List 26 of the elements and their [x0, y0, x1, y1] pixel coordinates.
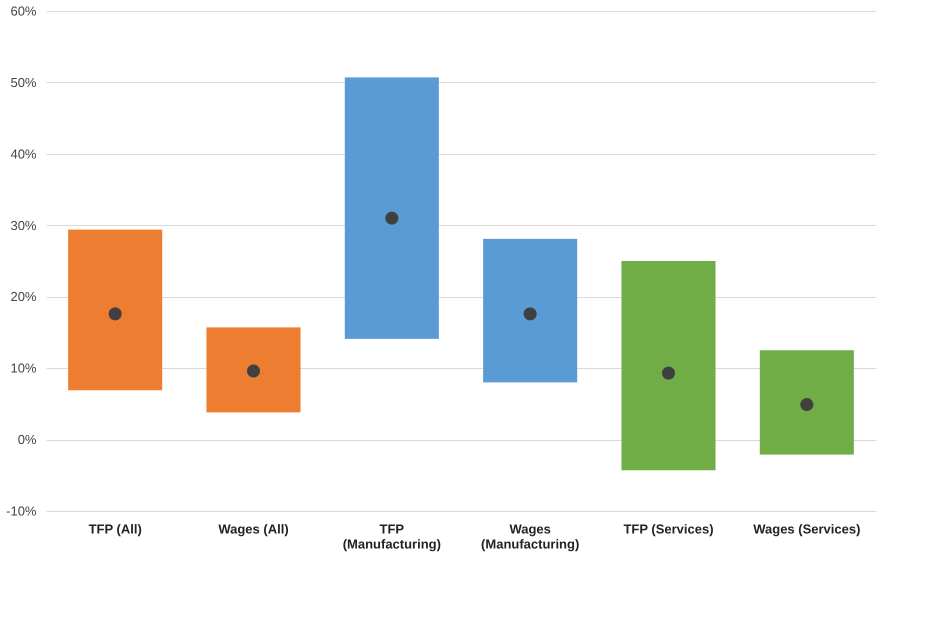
- y-tick-label: -10%: [6, 504, 37, 518]
- point: [662, 366, 676, 380]
- y-tick-label: 0%: [18, 432, 37, 448]
- point: [385, 212, 398, 225]
- bar: [760, 350, 854, 455]
- point: [108, 307, 122, 320]
- y-tick-label: 60%: [10, 4, 37, 18]
- point: [800, 398, 814, 412]
- bar: [483, 238, 578, 382]
- x-tick-label: Wages (Services): [753, 522, 860, 536]
- bar: [621, 261, 716, 470]
- y-tick-label: 50%: [10, 74, 37, 90]
- y-tick-label: 30%: [10, 218, 37, 233]
- x-tick-label: TFP (All): [88, 522, 142, 536]
- x-tick-label: Wages (All): [218, 522, 289, 536]
- x-tick-label: Wages (Manufacturing): [481, 522, 580, 552]
- point: [524, 307, 537, 320]
- y-tick-label: 20%: [10, 289, 37, 304]
- bar: [344, 77, 439, 339]
- point: [246, 364, 260, 378]
- x-tick-label: TFP (Manufacturing): [342, 522, 441, 552]
- bar: [206, 327, 301, 412]
- y-tick-label: 40%: [10, 146, 37, 162]
- bar: [68, 230, 162, 390]
- x-tick-label: TFP (Services): [623, 522, 714, 536]
- y-tick-label: 10%: [10, 360, 37, 376]
